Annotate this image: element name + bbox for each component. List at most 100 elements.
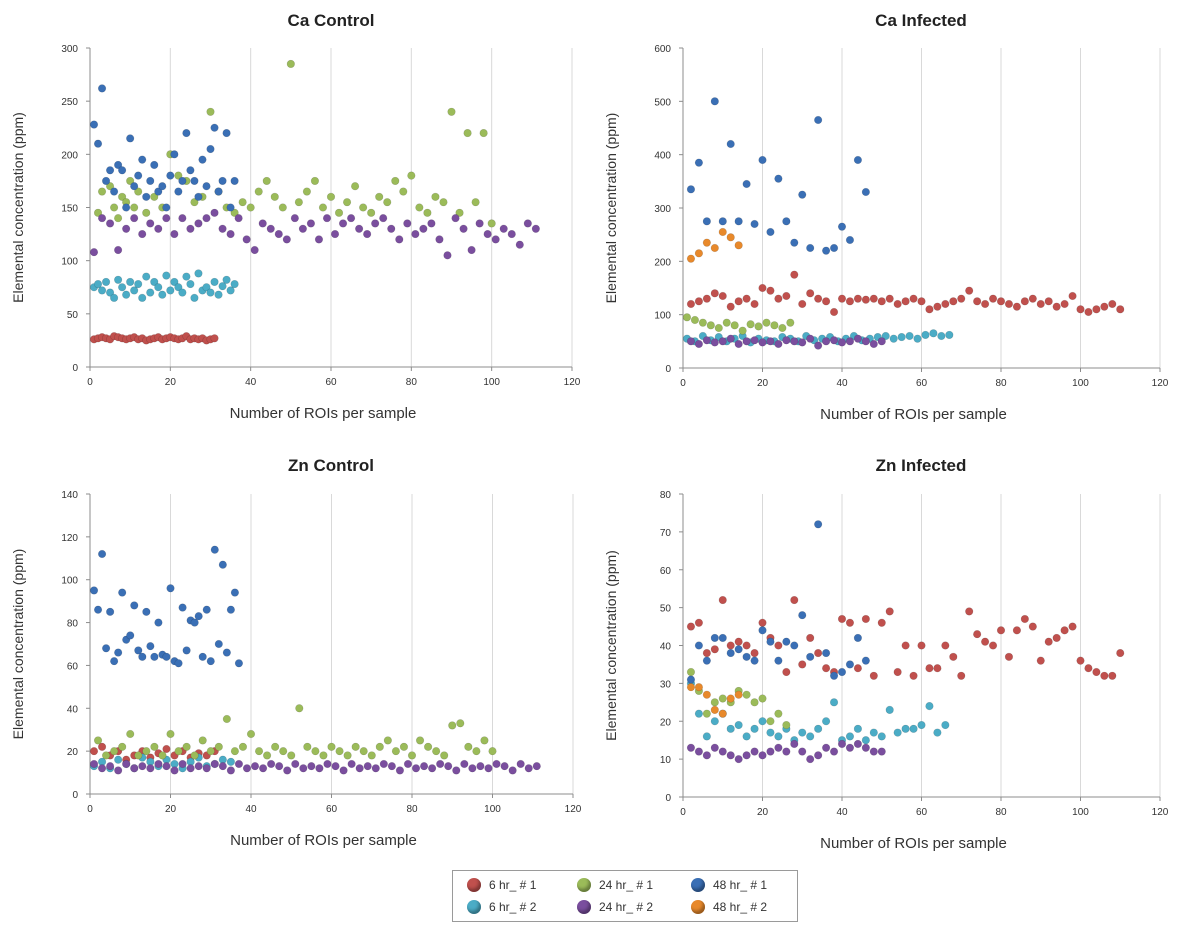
legend-label-24hr-1: 24 hr_ # 1 (599, 878, 654, 892)
data-point (118, 166, 127, 175)
data-point (798, 660, 807, 669)
data-point (718, 337, 727, 346)
data-point (93, 208, 103, 217)
data-point (154, 283, 163, 292)
data-point (949, 652, 958, 661)
data-point (182, 128, 191, 138)
data-point (427, 219, 436, 228)
data-point (821, 664, 831, 673)
data-point (877, 618, 886, 627)
legend-item-48hr-1: 48 hr_ # 1 (691, 878, 767, 892)
y-tick-label: 30 (660, 679, 672, 690)
data-point (202, 764, 211, 773)
data-point (929, 329, 938, 338)
data-point (97, 187, 107, 196)
data-point (242, 764, 252, 773)
y-tick-label: 150 (61, 204, 78, 215)
data-point (1028, 294, 1037, 303)
data-point (829, 336, 839, 345)
data-point (524, 764, 533, 773)
data-point (774, 641, 783, 650)
data-point (194, 192, 203, 201)
data-point (682, 313, 692, 322)
x-tick-label: 0 (680, 378, 686, 389)
data-point (734, 637, 743, 646)
legend-swatch-24hr-2 (577, 900, 591, 914)
series-24-hr-1 (686, 667, 791, 730)
data-point (419, 224, 428, 233)
data-point (234, 759, 244, 769)
data-point (718, 709, 727, 718)
data-point (718, 694, 727, 703)
data-point (806, 334, 815, 343)
data-point (893, 728, 902, 737)
data-point (901, 641, 910, 650)
data-point (726, 641, 735, 650)
y-tick-label: 40 (67, 704, 79, 715)
data-point (190, 176, 199, 186)
data-point (742, 294, 751, 303)
data-point (283, 766, 292, 775)
data-point (202, 182, 211, 191)
x-tick-label: 0 (680, 807, 686, 818)
data-point (837, 667, 847, 677)
data-point (154, 759, 163, 769)
data-point (937, 331, 946, 341)
data-point (988, 641, 998, 650)
data-point (319, 751, 328, 760)
x-tick-label: 20 (757, 378, 769, 389)
data-point (126, 176, 135, 186)
chart-3: 0 20 40 60 80 100 120 140 0 20 40 60 80 100 120 Zn Cont… (10, 456, 582, 849)
y-tick-label: 50 (660, 604, 672, 615)
data-point (295, 704, 304, 713)
data-point (814, 520, 823, 529)
data-point (766, 337, 775, 346)
y-tick-label: 200 (61, 150, 78, 161)
data-point (254, 747, 264, 756)
data-point (766, 717, 775, 726)
data-point (845, 660, 855, 669)
data-point (1012, 302, 1022, 311)
data-point (702, 732, 711, 741)
data-point (327, 742, 336, 751)
x-tick-label: 120 (565, 804, 582, 815)
data-point (1092, 667, 1101, 677)
data-point (1068, 291, 1077, 301)
data-point (702, 217, 711, 226)
data-point (790, 595, 799, 605)
data-point (464, 742, 473, 751)
y-axis-label: Elemental concentration (ppm) (10, 112, 26, 303)
data-point (980, 299, 990, 309)
data-point (869, 671, 878, 680)
chart-title: Zn Infected (876, 456, 967, 475)
data-point (210, 759, 219, 769)
data-point (1076, 305, 1085, 314)
data-point (246, 729, 256, 739)
data-point (694, 618, 704, 627)
x-tick-label: 100 (484, 804, 501, 815)
data-point (758, 694, 767, 703)
data-point (758, 155, 767, 165)
data-point (162, 744, 171, 754)
y-tick-label: 100 (61, 257, 78, 268)
data-point (814, 724, 823, 733)
data-point (351, 742, 360, 751)
data-point (957, 294, 966, 303)
data-point (706, 321, 715, 330)
data-point (146, 642, 155, 651)
data-point (821, 743, 831, 752)
data-point (742, 179, 751, 189)
data-point (339, 766, 348, 775)
data-point (371, 219, 380, 228)
data-point (459, 224, 468, 233)
y-tick-label: 500 (654, 97, 671, 108)
data-point (226, 286, 235, 295)
x-tick-label: 80 (406, 804, 418, 815)
data-point (447, 107, 456, 116)
data-point (338, 219, 348, 228)
data-point (174, 659, 183, 668)
data-point (774, 709, 783, 718)
x-tick-label: 0 (87, 804, 93, 815)
data-point (109, 203, 119, 212)
data-point (829, 747, 839, 756)
